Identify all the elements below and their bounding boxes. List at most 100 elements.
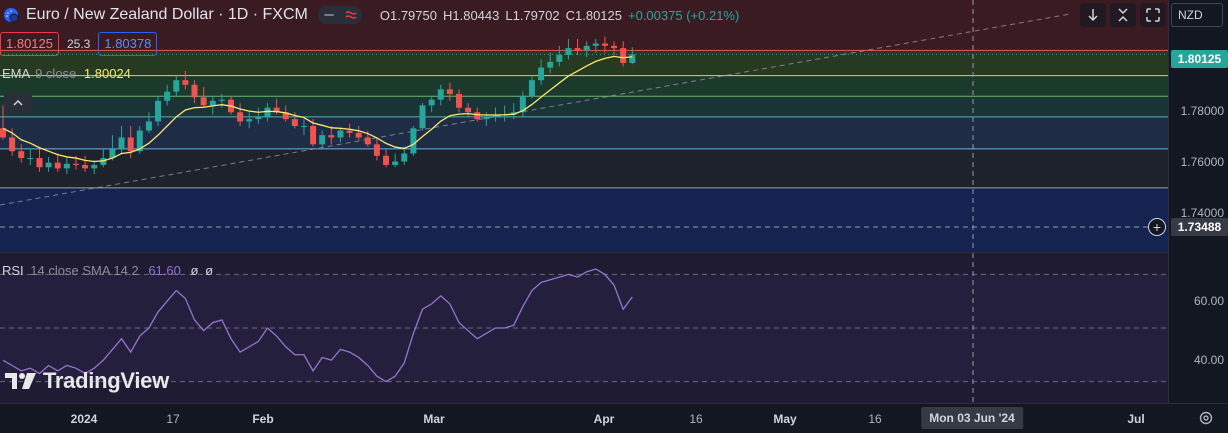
open-value: 1.79750: [389, 7, 437, 23]
tradingview-logo: TradingView: [5, 368, 169, 394]
wave-icon: [345, 11, 357, 19]
candle-body: [182, 80, 189, 85]
candle-body: [127, 137, 134, 152]
candle-body: [565, 48, 572, 55]
candle-body: [592, 43, 599, 46]
candle-body: [264, 107, 271, 117]
crosshair-time-badge: Mon 03 Jun '24: [921, 407, 1023, 429]
candle-body: [164, 91, 171, 101]
rsi-name: RSI: [2, 263, 24, 278]
close-value: 1.80125: [575, 7, 622, 23]
ema-params: 9 close: [35, 66, 77, 81]
time-axis[interactable]: 2024 17 Feb Mar Apr 16 May 16 Mon 03 Jun…: [0, 403, 1228, 433]
time-axis-label: 16: [868, 412, 882, 426]
time-axis-label: 2024: [70, 412, 98, 426]
fib-zone: [0, 187, 1168, 252]
fullscreen-button[interactable]: [1140, 3, 1166, 27]
rsi-params: 14 close SMA 14 2: [30, 263, 139, 278]
candle-body: [474, 112, 481, 120]
time-axis-label: 17: [166, 412, 180, 426]
open-label: O: [379, 7, 390, 23]
arrow-down-icon: [1088, 9, 1098, 22]
candle-body: [492, 114, 499, 117]
candle-body: [383, 155, 390, 165]
candle-body: [401, 153, 408, 162]
price-axis-label: 1.78000: [1180, 104, 1224, 118]
candle-body: [72, 163, 79, 165]
high-value: 1.80443: [452, 7, 500, 23]
ema-line: [2, 55, 633, 163]
price-chart[interactable]: [0, 0, 1168, 252]
candle-body: [419, 105, 426, 129]
candle-body: [54, 162, 61, 169]
fib-zone: [0, 148, 1168, 188]
collapse-button[interactable]: [1110, 3, 1136, 27]
pane-separator[interactable]: [0, 252, 1228, 253]
trend-line: [0, 13, 1071, 206]
tradingview-logo-icon: [5, 373, 36, 389]
candle-body: [282, 112, 289, 120]
add-alert-plus-icon[interactable]: +: [1148, 218, 1166, 236]
buy-price-button[interactable]: 1.80378: [98, 32, 158, 56]
candle-body: [145, 121, 152, 131]
candle-body: [437, 89, 444, 100]
high-label: H: [442, 7, 453, 23]
price-axis-label: 1.74000: [1180, 206, 1224, 220]
rsi-na-value: ø: [190, 263, 199, 278]
chevron-up-icon: [13, 100, 23, 106]
chart-settings-gear-icon[interactable]: [1196, 408, 1216, 428]
candle-body: [519, 96, 526, 113]
candle-body: [446, 89, 453, 94]
time-axis-label: Mar: [423, 412, 445, 426]
candle-body: [63, 163, 70, 169]
ema-legend[interactable]: EMA 9 close 1.80024: [2, 66, 131, 81]
low-label: L: [505, 7, 513, 23]
candle-body: [465, 107, 472, 113]
candle-body: [136, 130, 143, 152]
candle-body: [218, 99, 225, 101]
price-axis[interactable]: 1.78000 1.76000 1.74000 1.80125 1.73488 …: [1168, 0, 1228, 403]
candle-body: [291, 119, 298, 126]
candle-body: [364, 137, 371, 145]
candle-body: [310, 126, 317, 145]
fib-zone: [0, 75, 1168, 97]
candle-body: [82, 164, 89, 169]
candle-body: [547, 61, 554, 68]
candle-body: [319, 135, 326, 145]
collapse-legend-button[interactable]: [4, 93, 32, 113]
ema-name: EMA: [2, 66, 30, 81]
candle-body: [428, 99, 435, 106]
symbol-title[interactable]: Euro / New Zealand Dollar · 1D · FXCM: [26, 6, 308, 23]
candle-body: [255, 116, 262, 120]
candle-body: [300, 126, 307, 127]
candle-body: [538, 67, 545, 81]
ohlc-values: O 1.79750 H 1.80443 L 1.79702 C 1.80125 +0.0…: [374, 8, 739, 23]
price-pane[interactable]: [0, 0, 1168, 252]
download-button[interactable]: [1080, 3, 1106, 27]
sell-price-button[interactable]: 1.80125: [0, 32, 59, 56]
rsi-pane[interactable]: [0, 253, 1168, 403]
rsi-chart[interactable]: [0, 253, 1168, 403]
rsi-legend[interactable]: RSI 14 close SMA 14 2 61.60 ø ø: [2, 263, 213, 278]
candle-body: [200, 97, 207, 106]
rsi-axis-label: 60.00: [1193, 294, 1224, 308]
flag-icon: [0, 4, 22, 26]
candle-body: [209, 100, 216, 106]
candle-body: [118, 137, 125, 149]
candle-body: [355, 132, 362, 138]
candle-body: [392, 161, 399, 165]
fib-zone: [0, 116, 1168, 149]
market-status-pill[interactable]: [317, 6, 362, 24]
candle-body: [629, 54, 636, 63]
candle-body: [373, 144, 380, 156]
last-price-badge: 1.80125: [1171, 50, 1228, 68]
rsi-value: 61.60: [148, 263, 181, 278]
time-axis-label: May: [773, 412, 797, 426]
candle-body: [27, 158, 34, 160]
currency-selector[interactable]: NZD: [1171, 3, 1223, 27]
candle-body: [191, 84, 198, 98]
change-value: +0.00375 (+0.21%): [628, 7, 740, 23]
candle-body: [109, 148, 116, 159]
